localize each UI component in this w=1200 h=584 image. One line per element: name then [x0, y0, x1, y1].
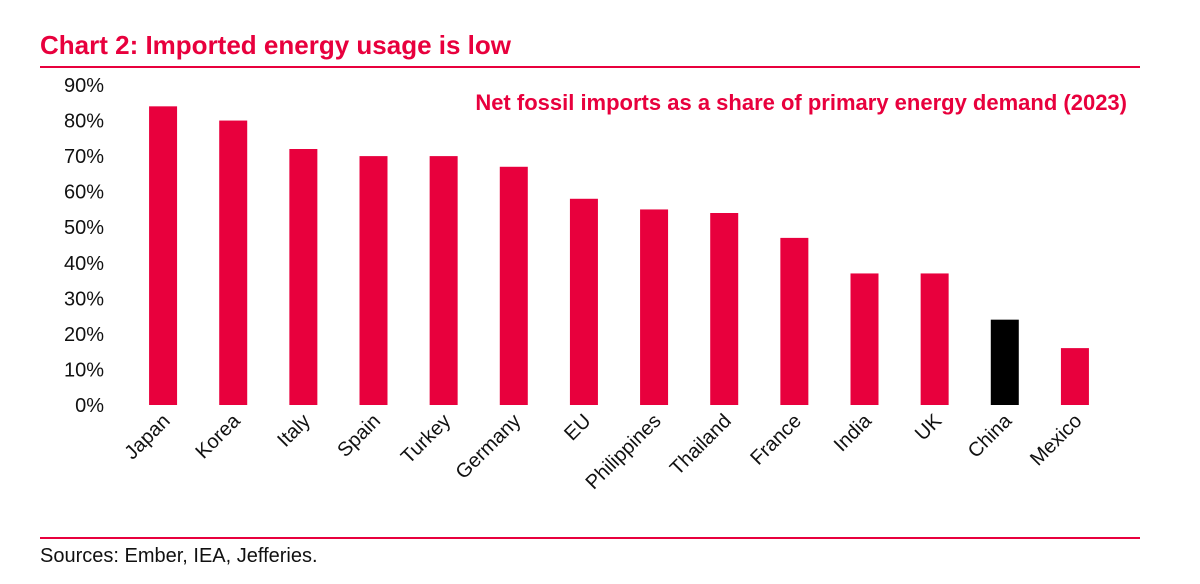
x-tick-label: India	[830, 409, 877, 456]
bar-korea	[219, 120, 248, 406]
bar-philippines	[640, 209, 669, 405]
bar-germany	[499, 166, 528, 405]
x-tick-label: Turkey	[397, 410, 455, 468]
bar-chart: 0% 10% 20% 30% 40% 50% 60% 70% 80% 90% Japan Korea…	[64, 75, 1127, 494]
y-tick-label: 50%	[64, 217, 104, 239]
x-tick-label: Thailand	[666, 410, 736, 480]
y-tick-label: 70%	[64, 146, 104, 168]
x-tick-label: France	[746, 410, 806, 470]
x-tick-label: Philippines	[582, 410, 666, 494]
y-tick-label: 80%	[64, 111, 104, 133]
x-tick-label: China	[964, 409, 1017, 462]
y-tick-label: 0%	[75, 395, 104, 417]
top-divider	[40, 66, 1140, 68]
bar-italy	[289, 149, 318, 405]
bar-china	[990, 319, 1019, 405]
y-tick-label: 10%	[64, 359, 104, 381]
y-tick-label: 40%	[64, 253, 104, 275]
y-tick-label: 20%	[64, 324, 104, 346]
bar-mexico	[1060, 348, 1089, 405]
x-tick-label: Germany	[452, 410, 526, 484]
x-tick-label: Spain	[333, 410, 385, 462]
y-tick-label: 60%	[64, 182, 104, 204]
bar-turkey	[429, 156, 458, 405]
chart-subtitle: Net fossil imports as a share of primary…	[475, 90, 1127, 115]
bar-india	[850, 273, 879, 405]
y-tick-label: 30%	[64, 288, 104, 310]
x-tick-label: Korea	[191, 409, 245, 463]
bar-uk	[920, 273, 949, 405]
chart-title: Chart 2: Imported energy usage is low	[40, 30, 511, 60]
x-tick-label: Italy	[273, 410, 314, 451]
y-axis: 0% 10% 20% 30% 40% 50% 60% 70% 80% 90%	[64, 75, 104, 417]
x-tick-label: Mexico	[1026, 410, 1086, 470]
source-note: Sources: Ember, IEA, Jefferies.	[40, 545, 318, 567]
bar-eu	[569, 198, 598, 405]
bottom-divider	[40, 537, 1140, 539]
y-tick-label: 90%	[64, 75, 104, 97]
bar-spain	[359, 156, 388, 405]
x-tick-label: UK	[911, 410, 947, 446]
x-tick-label: EU	[560, 410, 595, 445]
bar-thailand	[710, 213, 739, 405]
bars	[149, 106, 1089, 406]
bar-japan	[149, 106, 178, 405]
x-tick-label: Japan	[121, 410, 175, 464]
bar-france	[780, 237, 809, 405]
